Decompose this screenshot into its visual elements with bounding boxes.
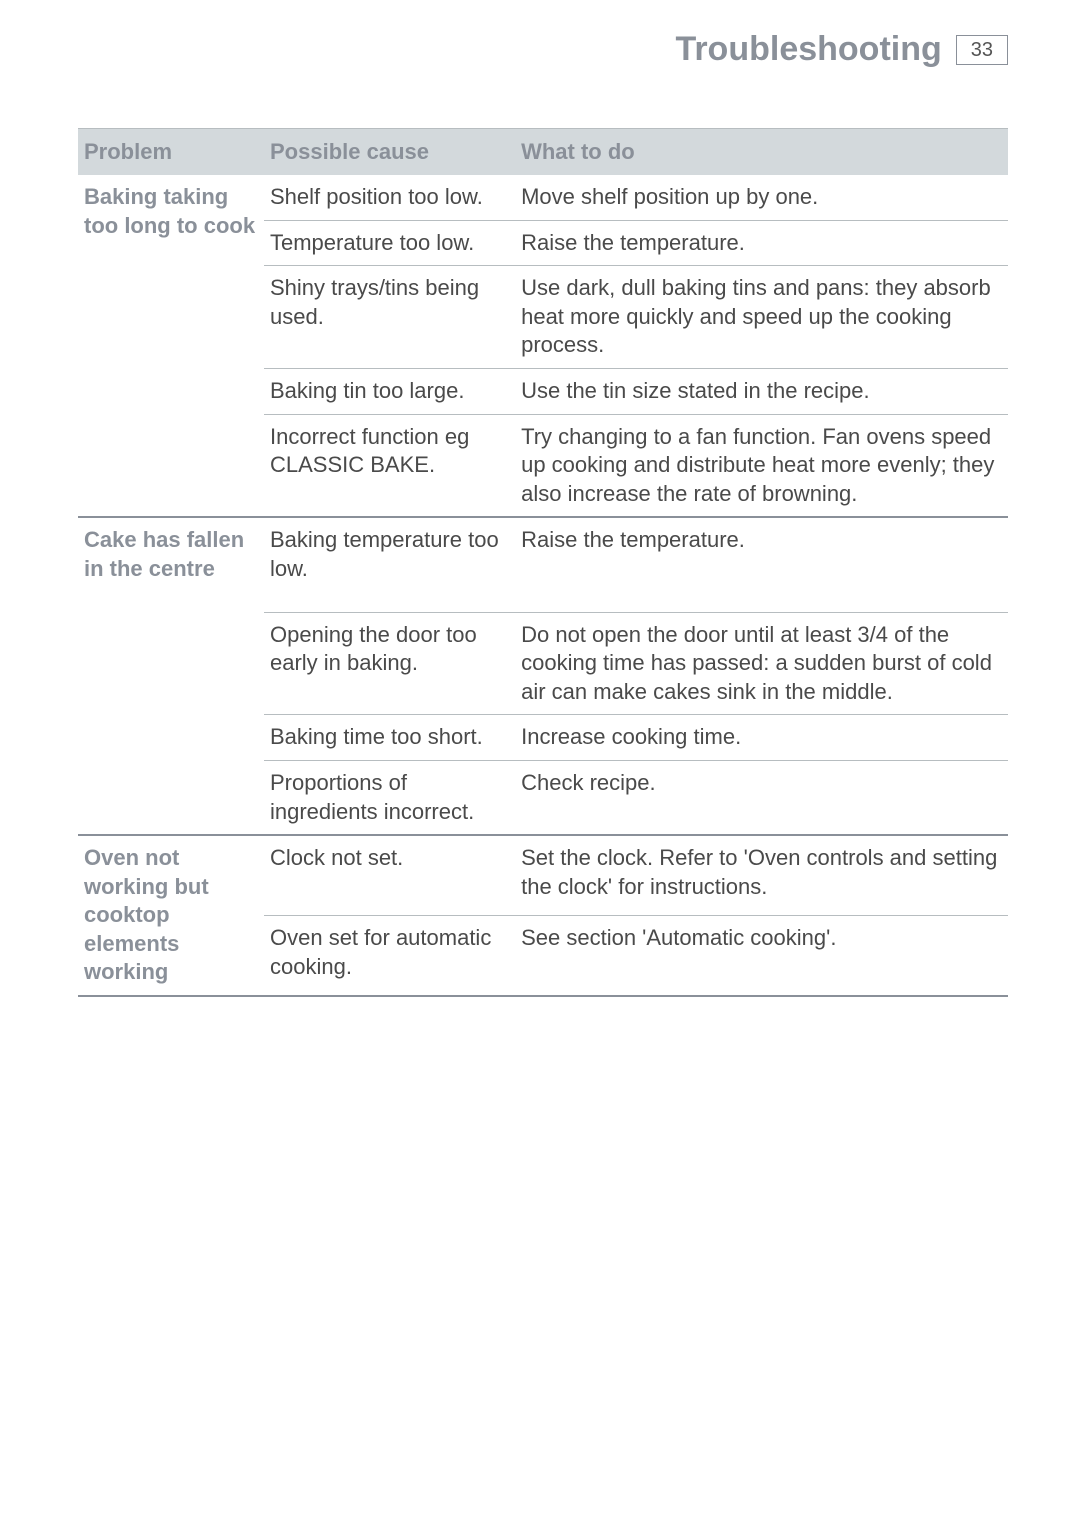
cause-cell: Baking time too short. xyxy=(264,715,515,761)
col-header-action: What to do xyxy=(515,129,1008,176)
problem-cell: Cake has fallen in the centre xyxy=(78,517,264,835)
table-row: Cake has fallen in the centreBaking temp… xyxy=(78,517,1008,612)
page-title: Troubleshooting xyxy=(675,30,941,69)
cause-cell: Temperature too low. xyxy=(264,220,515,266)
col-header-cause: Possible cause xyxy=(264,129,515,176)
action-cell: Use dark, dull baking tins and pans: the… xyxy=(515,266,1008,369)
cause-cell: Shelf position too low. xyxy=(264,175,515,220)
table-header-row: Problem Possible cause What to do xyxy=(78,129,1008,176)
table-row: Baking taking too long to cookShelf posi… xyxy=(78,175,1008,220)
cause-cell: Shiny trays/tins being used. xyxy=(264,266,515,369)
page-header: Troubleshooting 33 xyxy=(675,30,1008,69)
action-cell: Use the tin size stated in the recipe. xyxy=(515,368,1008,414)
troubleshooting-table: Problem Possible cause What to do Baking… xyxy=(78,128,1008,997)
col-header-problem: Problem xyxy=(78,129,264,176)
problem-cell: Oven not working but cooktop elements wo… xyxy=(78,835,264,996)
problem-cell: Baking taking too long to cook xyxy=(78,175,264,517)
cause-cell: Clock not set. xyxy=(264,835,515,915)
cause-cell: Baking tin too large. xyxy=(264,368,515,414)
page-number: 33 xyxy=(956,35,1008,65)
action-cell: Raise the temperature. xyxy=(515,220,1008,266)
cause-cell: Opening the door too early in baking. xyxy=(264,612,515,715)
cause-cell: Proportions of ingredients incorrect. xyxy=(264,760,515,835)
cause-cell: Incorrect function eg CLASSIC BAKE. xyxy=(264,414,515,517)
action-cell: Raise the temperature. xyxy=(515,517,1008,612)
action-cell: See section 'Automatic cooking'. xyxy=(515,916,1008,996)
cause-cell: Oven set for automatic cooking. xyxy=(264,916,515,996)
cause-cell: Baking temperature too low. xyxy=(264,517,515,612)
action-cell: Check recipe. xyxy=(515,760,1008,835)
action-cell: Try changing to a fan function. Fan oven… xyxy=(515,414,1008,517)
content-area: Problem Possible cause What to do Baking… xyxy=(78,128,1008,997)
table-row: Oven not working but cooktop elements wo… xyxy=(78,835,1008,915)
action-cell: Move shelf position up by one. xyxy=(515,175,1008,220)
action-cell: Set the clock. Refer to 'Oven controls a… xyxy=(515,835,1008,915)
action-cell: Do not open the door until at least 3/4 … xyxy=(515,612,1008,715)
table-body: Baking taking too long to cookShelf posi… xyxy=(78,175,1008,996)
action-cell: Increase cooking time. xyxy=(515,715,1008,761)
